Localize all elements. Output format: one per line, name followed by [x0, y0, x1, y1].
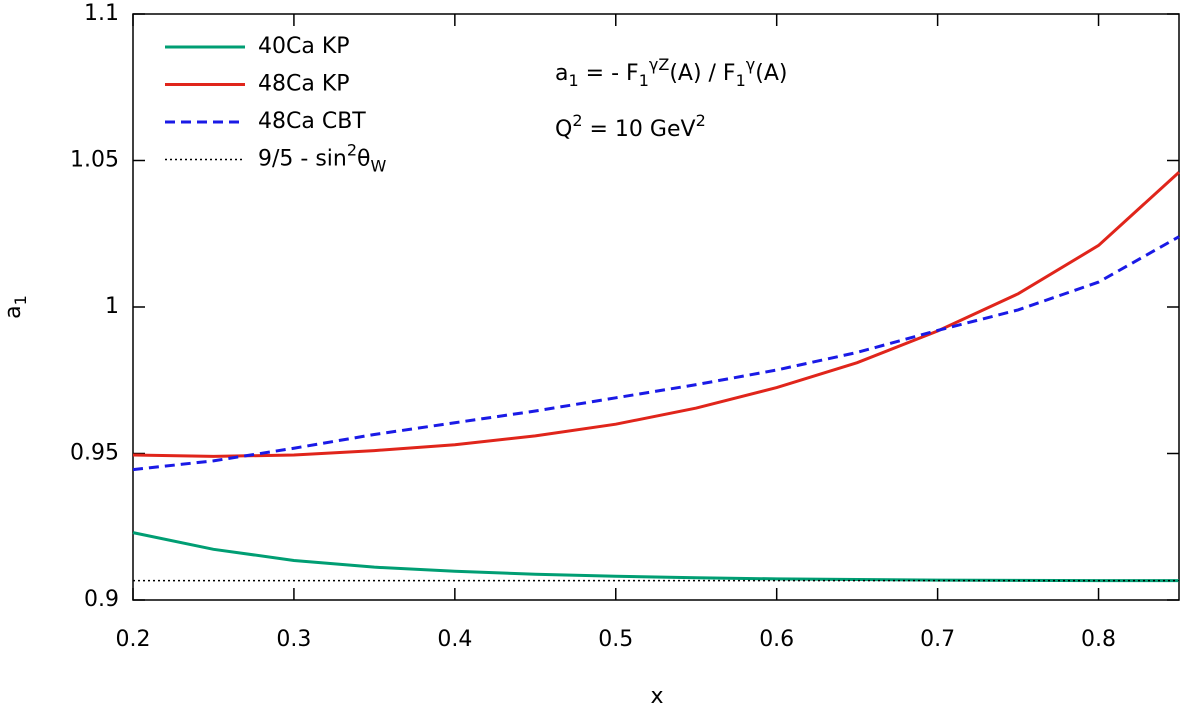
annotation-part: 2 [696, 111, 706, 130]
annotation: a1 = - F1γZ(A) / F1γ(A) [555, 55, 787, 90]
series-line [132, 235, 1180, 472]
legend-label-part: 2 [347, 140, 357, 159]
annotation-part: 1 [568, 71, 578, 90]
legend-label-part: 9/5 - sin [258, 147, 347, 172]
annotation: Q2 = 10 GeV2 [555, 111, 706, 143]
y-axis-label: a1 [1, 295, 30, 319]
y-tick-label: 1.1 [84, 1, 119, 26]
y-axis-label-part: 1 [11, 295, 30, 305]
legend-label: 48Ca CBT [258, 109, 366, 134]
series-line [132, 171, 1181, 458]
legend-label: 40Ca KP [258, 34, 350, 59]
y-axis-label-part: a [1, 305, 26, 318]
x-tick-label: 0.2 [116, 627, 151, 652]
y-tick-label: 0.9 [84, 587, 119, 612]
series-line [132, 531, 1179, 583]
annotation-part: 2 [572, 111, 582, 130]
annotation-part: (A) [755, 61, 787, 86]
x-axis-label: x [650, 684, 663, 709]
annotation-part: (A) / F [669, 61, 735, 86]
legend-label-part: W [371, 156, 387, 175]
legend-label: 48Ca KP [258, 72, 350, 97]
annotation-part: 1 [639, 71, 649, 90]
x-tick-label: 0.5 [598, 627, 633, 652]
x-tick-label: 0.4 [437, 627, 472, 652]
annotation-part: γZ [649, 55, 669, 74]
y-tick-label: 1 [105, 294, 119, 319]
legend-label-part: θ [357, 147, 370, 172]
annotation-part: a [555, 61, 568, 86]
x-tick-label: 0.3 [276, 627, 311, 652]
x-tick-label: 0.6 [759, 627, 794, 652]
y-tick-label: 0.95 [70, 441, 119, 466]
annotation-part: Q [555, 117, 572, 142]
annotation-part: 1 [736, 71, 746, 90]
y-tick-label: 1.05 [70, 148, 119, 173]
x-tick-label: 0.7 [920, 627, 955, 652]
annotation-part: = - F [579, 61, 639, 86]
legend-label: 9/5 - sin2θW [258, 140, 387, 175]
annotation-part: γ [746, 55, 755, 74]
x-tick-label: 0.8 [1081, 627, 1116, 652]
annotation-part: = 10 GeV [583, 117, 696, 142]
